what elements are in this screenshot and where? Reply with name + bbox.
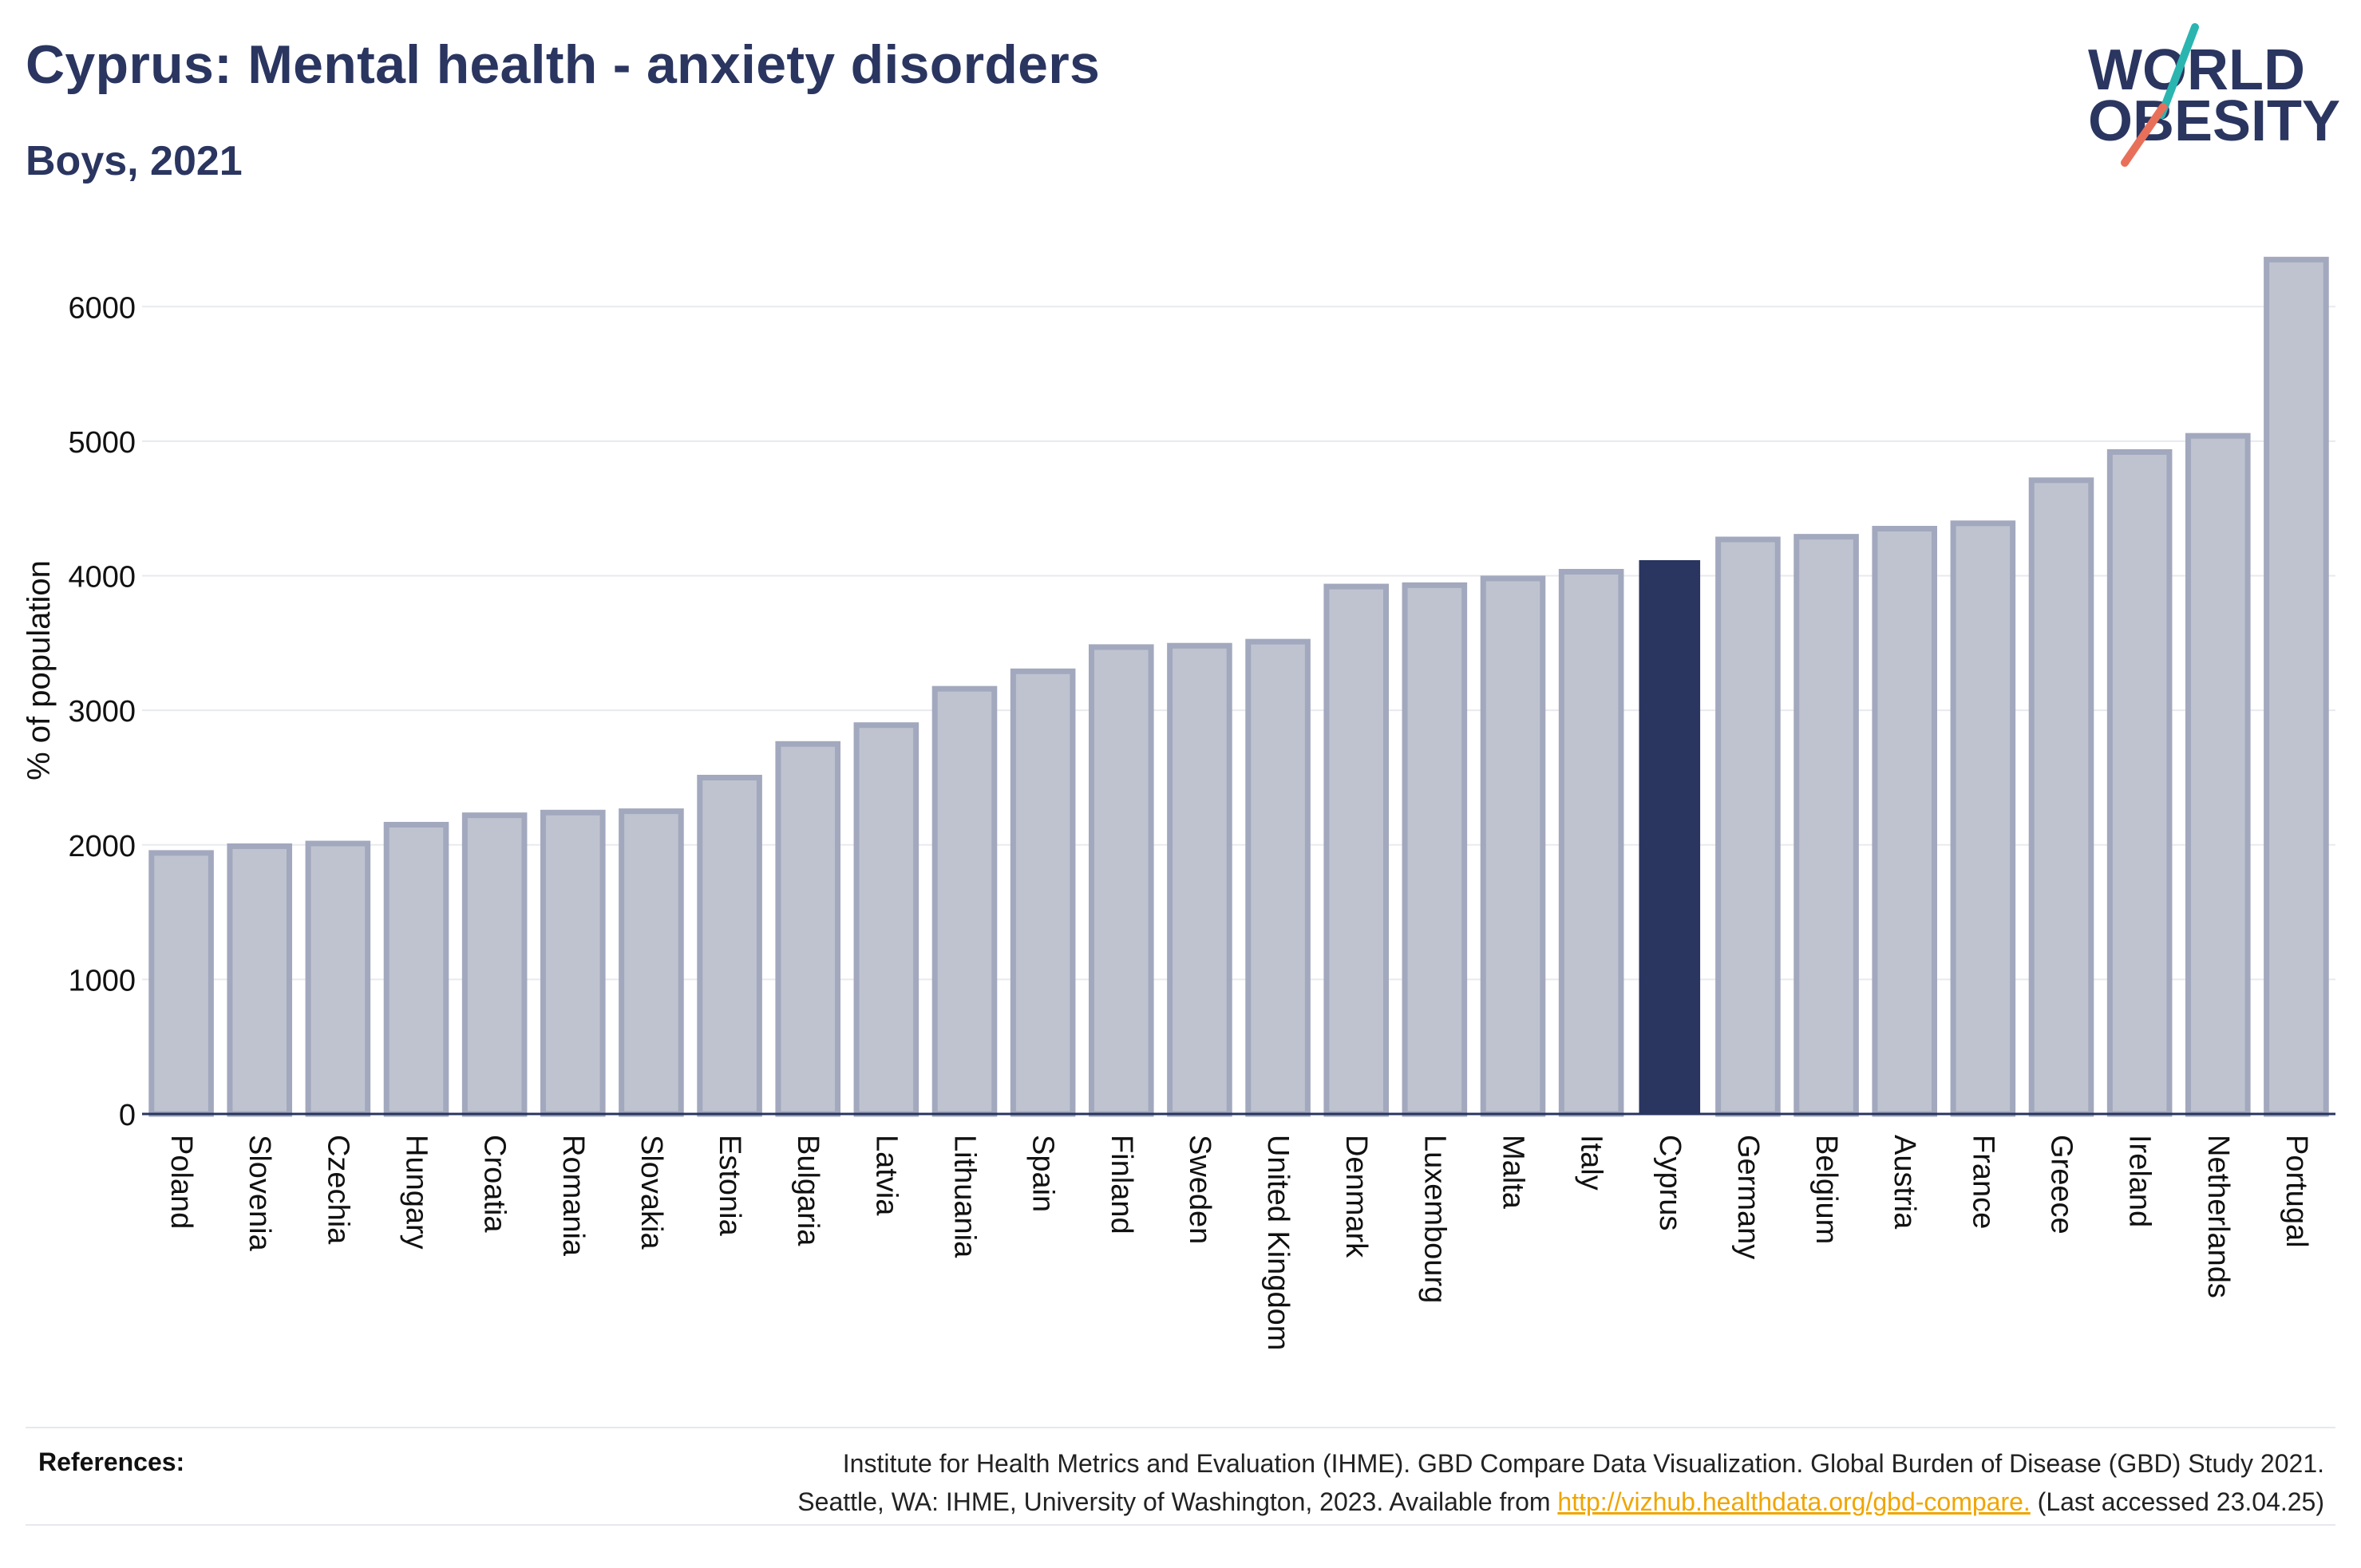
x-tick-label: Cyprus: [1653, 1135, 1687, 1230]
bar-united-kingdom: [1245, 638, 1311, 1117]
x-tick-label: Romania: [556, 1135, 590, 1257]
x-tick-label: Slovakia: [635, 1135, 668, 1250]
bar-croatia: [461, 812, 528, 1117]
logo-slash-top: [2157, 23, 2199, 119]
bar-chart: 0 1000 2000 3000 4000 5000 6000 Poland Slovenia…: [22, 256, 2335, 1350]
x-tick-label: Lithuania: [948, 1135, 982, 1258]
references-label: References:: [38, 1448, 185, 1476]
bar-malta: [1480, 575, 1546, 1117]
x-tick-label: Ireland: [2123, 1135, 2157, 1227]
x-tick-label: Portugal: [2280, 1135, 2313, 1248]
x-tick-label: Luxembourg: [1418, 1135, 1451, 1303]
bar-lithuania: [931, 685, 998, 1117]
x-tick-label: Bulgaria: [791, 1135, 825, 1246]
bar-greece: [2028, 477, 2094, 1117]
bar-romania: [540, 809, 606, 1117]
y-tick-label: 4000: [68, 561, 136, 594]
bar-ireland: [2106, 448, 2173, 1117]
y-tick-label: 0: [119, 1099, 136, 1132]
x-tick-label: Poland: [164, 1135, 198, 1229]
x-tick-label: Latvia: [869, 1135, 903, 1216]
x-tick-label: Sweden: [1183, 1135, 1216, 1244]
x-tick-label: Estonia: [713, 1135, 746, 1237]
bar-czechia: [305, 840, 371, 1117]
x-tick-label: Greece: [2045, 1135, 2078, 1234]
bar-poland: [148, 850, 214, 1117]
bar-germany: [1715, 536, 1781, 1117]
references-text: Institute for Health Metrics and Evaluat…: [488, 1444, 2324, 1521]
logo-slash-bottom: [2121, 103, 2167, 167]
bar-austria: [1872, 526, 1938, 1117]
footer-top-divider: [26, 1427, 2335, 1428]
reference-line-1: Institute for Health Metrics and Evaluat…: [842, 1449, 2324, 1478]
bar-slovakia: [619, 808, 684, 1117]
reference-line-2-suffix: (Last accessed 23.04.25): [2030, 1487, 2324, 1516]
x-tick-labels: Poland Slovenia Czechia Hungary Croatia Roman…: [164, 1135, 2313, 1350]
y-tick-label: 5000: [68, 426, 136, 460]
bar-finland: [1088, 644, 1154, 1117]
x-tick-label: France: [1966, 1135, 1999, 1229]
x-tick-label: Croatia: [478, 1135, 512, 1233]
bars: [148, 256, 2329, 1117]
bar-estonia: [697, 774, 762, 1117]
bar-netherlands: [2185, 432, 2251, 1117]
bar-bulgaria: [775, 741, 841, 1117]
x-tick-label: United Kingdom: [1261, 1135, 1295, 1350]
bar-portugal: [2264, 256, 2329, 1117]
bar-slovenia: [227, 843, 293, 1117]
bar-belgium: [1793, 534, 1859, 1117]
bar-latvia: [853, 722, 919, 1117]
bar-italy: [1558, 568, 1624, 1117]
x-tick-label: Czechia: [321, 1135, 354, 1245]
reference-link[interactable]: http://vizhub.healthdata.org/gbd-compare…: [1557, 1487, 2031, 1516]
y-tick-label: 2000: [68, 830, 136, 863]
x-tick-label: Slovenia: [243, 1135, 276, 1252]
bar-france: [1950, 520, 2016, 1117]
x-tick-label: Malta: [1497, 1135, 1530, 1210]
reference-line-2: Seattle, WA: IHME, University of Washing…: [488, 1483, 2324, 1521]
bar-spain: [1010, 668, 1076, 1117]
bar-hungary: [383, 821, 449, 1117]
footer-bottom-divider: [26, 1524, 2335, 1526]
logo-text-obesity: OBESITY: [2088, 89, 2340, 153]
y-tick-label: 6000: [68, 291, 136, 325]
chart-title: Cyprus: Mental health - anxiety disorder…: [26, 34, 1101, 95]
x-tick-label: Belgium: [1809, 1135, 1843, 1244]
world-obesity-logo: WORLD OBESITY: [2088, 23, 2340, 167]
x-tick-label: Netherlands: [2201, 1135, 2235, 1298]
y-tick-label: 3000: [68, 695, 136, 729]
y-tick-labels: 0 1000 2000 3000 4000 5000 6000: [68, 291, 136, 1132]
chart-subtitle: Boys, 2021: [26, 138, 243, 184]
x-tick-label: Spain: [1026, 1135, 1060, 1212]
x-tick-label: Finland: [1105, 1135, 1138, 1234]
y-tick-label: 1000: [68, 964, 136, 997]
bar-denmark: [1323, 583, 1390, 1117]
bar-sweden: [1167, 642, 1232, 1117]
logo-text-world: WORLD: [2088, 38, 2305, 102]
x-tick-label: Hungary: [400, 1135, 433, 1250]
x-tick-label: Austria: [1888, 1135, 1921, 1230]
y-axis-label: % of population: [22, 560, 57, 780]
x-tick-label: Denmark: [1339, 1135, 1373, 1258]
bar-cyprus: [1639, 559, 1701, 1115]
bar-luxembourg: [1402, 582, 1468, 1117]
x-tick-label: Italy: [1575, 1135, 1608, 1191]
x-tick-label: Germany: [1731, 1135, 1765, 1259]
reference-line-2-prefix: Seattle, WA: IHME, University of Washing…: [797, 1487, 1558, 1516]
